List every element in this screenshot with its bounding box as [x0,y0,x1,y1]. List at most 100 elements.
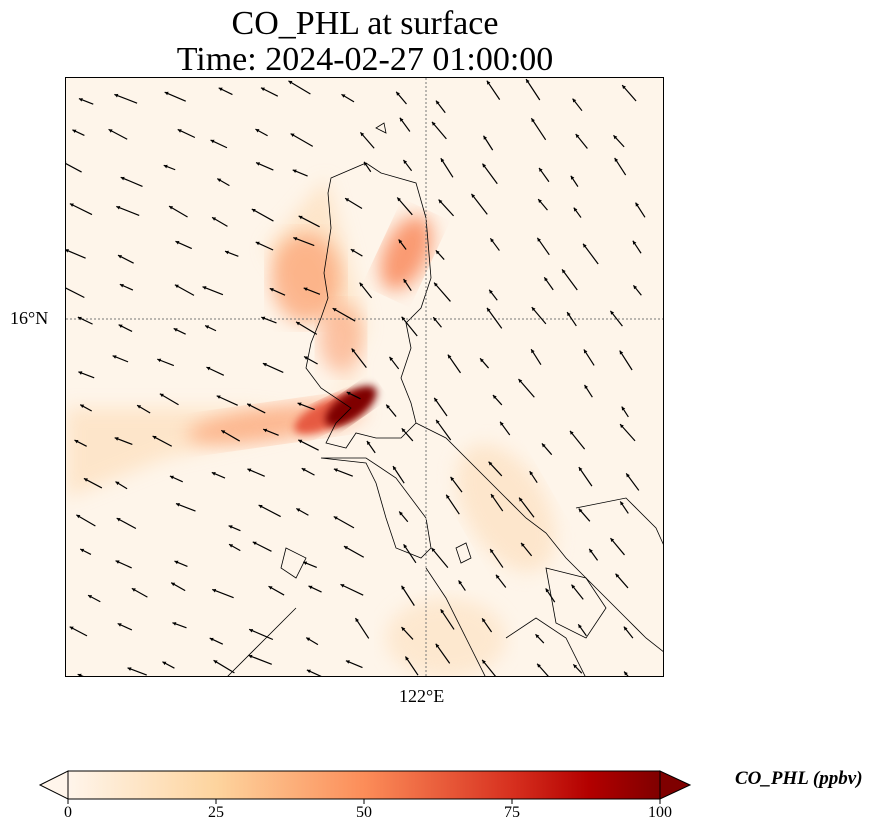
wind-arrow-head [399,117,404,122]
longitude-label: 122°E [399,686,445,706]
wind-arrow [619,350,633,371]
wind-arrow [288,80,311,95]
wind-arrow [470,193,488,215]
wind-arrow-head [610,310,615,315]
wind-arrow-head [345,198,350,202]
wind-arrow-head [635,202,640,207]
wind-arrow [569,430,586,450]
wind-arrow [481,659,496,676]
wind-arrow [293,237,315,247]
wind-arrow-head [120,176,125,181]
wind-arrow-head [247,468,252,473]
wind-arrow [66,287,85,299]
wind-arrow-head [545,588,550,593]
wind-arrow-head [495,574,500,579]
wind-arrow-head [486,307,491,312]
wind-arrow-head [292,169,297,174]
wind-arrow-head [433,317,438,322]
wind-arrow-head [341,94,346,98]
wind-arrow [536,663,549,676]
wind-arrow-head [293,237,298,241]
wind-arrow-head [569,430,574,435]
wind-arrow-head [615,573,620,578]
wind-arrow [401,585,415,606]
wind-arrow [164,91,186,102]
wind-arrow [343,545,365,558]
wind-arrow-head [297,402,302,407]
wind-arrow-head [623,626,628,631]
wind-arrow-head [396,91,400,96]
wind-arrow-head [163,164,168,169]
wind-arrow [486,80,501,100]
wind-arrow-head [258,504,263,509]
wind-arrow-head [573,207,578,212]
wind-arrow-head [88,595,93,599]
colorbar-gradient [67,770,661,800]
wind-arrow-head [447,354,452,359]
wind-arrow-head [366,441,371,446]
wind-arrow-head [210,139,215,144]
wind-arrow-head [572,98,577,103]
wind-arrow-head [255,129,260,133]
wind-arrow-head [438,199,443,204]
wind-vectors [66,78,646,676]
wind-arrow-head [578,508,583,513]
wind-arrow [116,517,137,530]
wind-arrow-head [482,163,487,168]
wind-arrow-head [399,511,403,516]
wind-arrow-head [531,307,536,312]
wind-arrow-head [389,356,394,361]
wind-arrow-head [248,654,253,659]
wind-arrow-head [288,80,293,85]
wind-arrow-head [118,255,122,259]
wind-arrow-head [269,288,274,292]
wind-arrow-head [578,467,583,472]
wind-arrow-head [403,159,408,164]
wind-arrow [489,548,504,568]
wind-arrow-head [567,312,571,317]
gridlines [66,78,663,676]
wind-arrow-head [363,161,368,166]
wind-arrow [258,504,281,518]
wind-arrow-head [169,206,174,210]
wind-arrow-head [610,538,615,543]
wind-arrow-head [492,395,497,399]
wind-arrow [332,307,356,322]
wind-arrow-head [172,622,177,626]
wind-arrow [531,306,547,325]
colorbar-tick: 25 [208,804,224,821]
wind-arrow-head [518,379,523,383]
wind-arrow-head [490,238,495,243]
wind-arrow-head [115,560,120,564]
wind-arrow-head [482,618,486,623]
wind-arrow-head [537,237,541,242]
colorbar-tick: 100 [648,804,672,821]
wind-arrow-head [80,548,85,553]
colorbar-extend-min [38,770,69,800]
wind-arrow-head [131,588,136,592]
map-panel [65,77,664,677]
wind-arrow-head [398,239,403,244]
wind-arrow-head [225,250,229,255]
wind-arrow [220,429,241,442]
wind-arrow-head [431,121,436,126]
wind-arrow-head [620,424,624,428]
wind-arrow-head [296,508,301,512]
wind-arrow [251,208,274,222]
wind-arrow [403,543,417,564]
wind-arrow-head [221,430,226,434]
wind-arrow [438,199,454,217]
wind-arrow-head [171,582,176,587]
wind-arrow-head [486,80,491,85]
wind-arrow [433,282,451,302]
wind-arrow-head [116,518,121,522]
wind-arrow-head [583,243,587,248]
wind-arrow [69,203,93,216]
wind-arrow-head [619,350,624,355]
wind-arrow-head [355,618,359,623]
wind-arrow-head [137,405,142,409]
wind-arrow [561,269,578,291]
wind-arrow [610,537,625,556]
wind-arrow-head [401,316,406,321]
wind-arrow [248,628,274,641]
